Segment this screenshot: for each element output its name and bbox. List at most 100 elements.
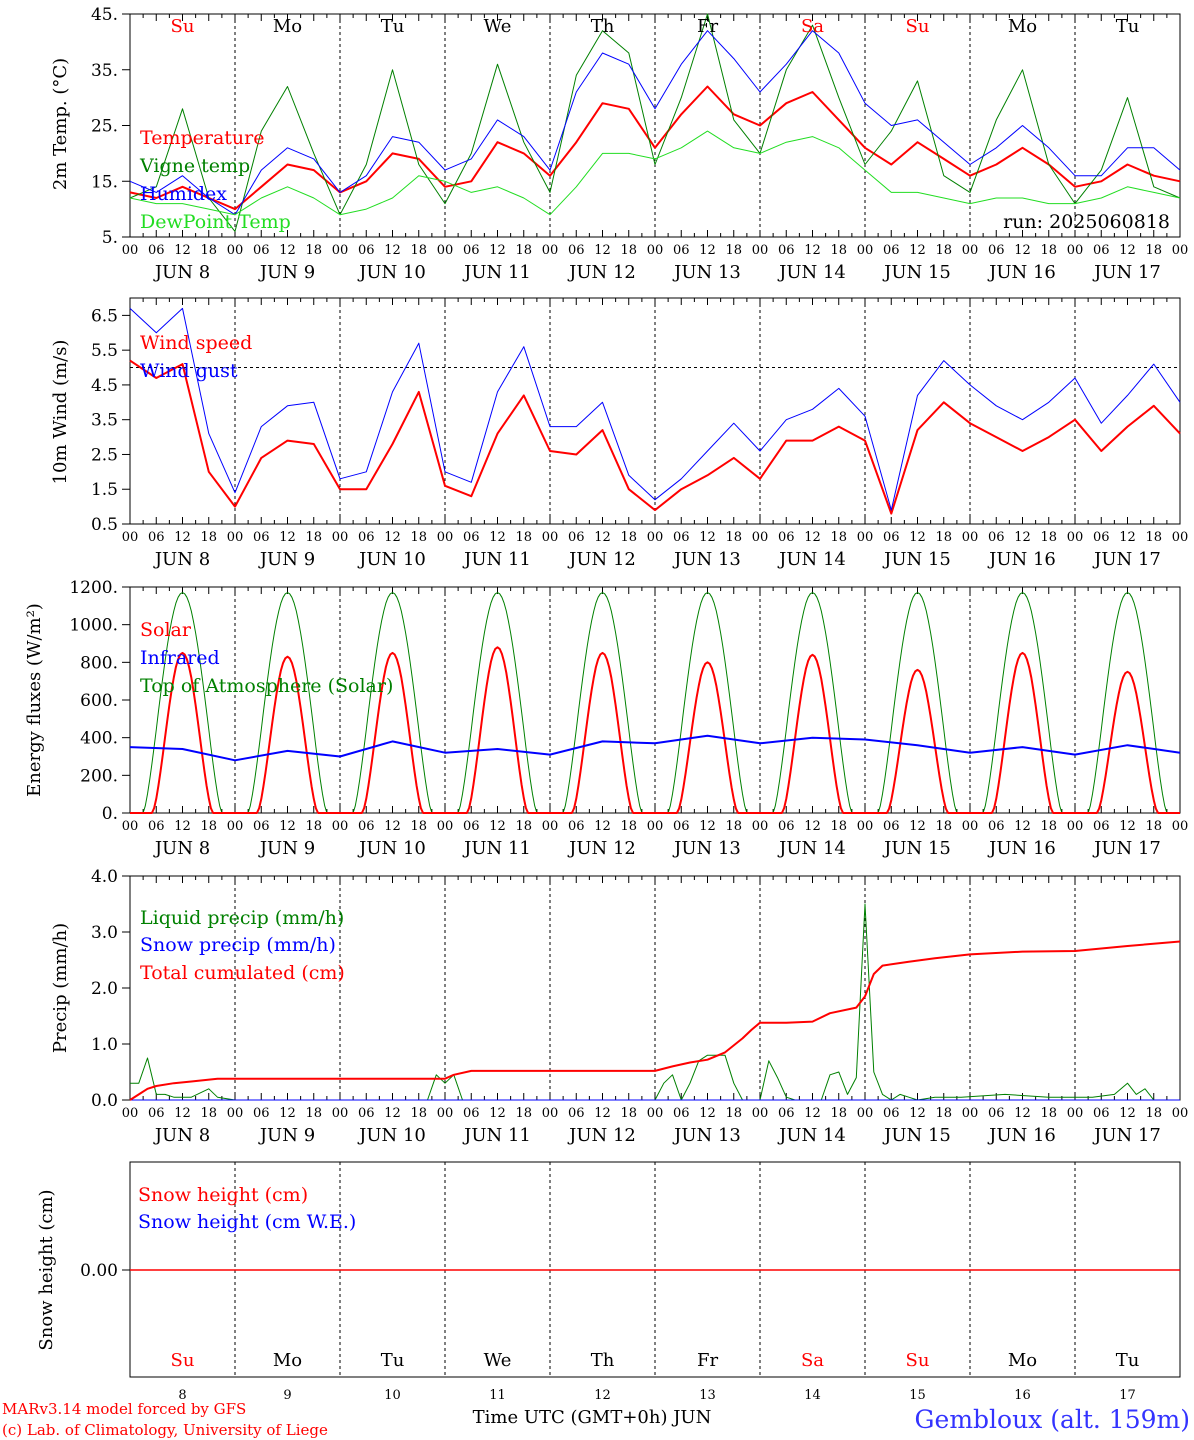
hour-tick-label: 18 <box>1040 819 1057 834</box>
hour-tick-label: 18 <box>725 243 742 258</box>
hour-tick-label: 06 <box>883 1106 900 1121</box>
day-number-label: 12 <box>594 1388 611 1403</box>
weekday-label: Fr <box>697 1350 718 1371</box>
hour-tick-label: 12 <box>489 1106 506 1121</box>
date-label: JUN 9 <box>258 262 315 283</box>
date-label: JUN 17 <box>1092 1125 1161 1146</box>
hour-tick-label: 12 <box>594 530 611 545</box>
hour-tick-label: 06 <box>778 243 795 258</box>
hour-tick-label: 00 <box>647 530 664 545</box>
hour-tick-label: 18 <box>200 819 217 834</box>
date-label: JUN 10 <box>357 549 426 570</box>
hour-tick-label: 12 <box>699 530 716 545</box>
hour-tick-label: 18 <box>935 243 952 258</box>
hour-tick-label: 06 <box>463 243 480 258</box>
hour-tick-label: 12 <box>1119 243 1136 258</box>
hour-tick-label: 12 <box>174 819 191 834</box>
hour-tick-label: 06 <box>568 243 585 258</box>
hour-tick-label: 18 <box>1145 819 1162 834</box>
hour-tick-label: 18 <box>830 819 847 834</box>
date-label: JUN 14 <box>777 838 846 859</box>
temperature-panel: 00 06 12 18 00 06 12 18 00 06 12 18 00 06 12 18 00 06 12 18… <box>91 5 1188 283</box>
hour-tick-label: 00 <box>437 243 454 258</box>
day-number-label: 9 <box>283 1388 291 1403</box>
y-tick-label: 15. <box>91 172 118 192</box>
date-label: JUN 13 <box>672 262 741 283</box>
date-label: JUN 8 <box>153 838 210 859</box>
hour-tick-label: 18 <box>410 243 427 258</box>
hour-tick-label: 18 <box>1145 243 1162 258</box>
hour-tick-label: 06 <box>673 1106 690 1121</box>
energy-axis-title: Energy fluxes (W/m²) <box>24 603 45 797</box>
legend-toa-solar: Top of Atmosphere (Solar) <box>140 675 393 697</box>
hour-tick-label: 18 <box>620 243 637 258</box>
series-line-infrared <box>129 734 1181 762</box>
y-tick-label: 2.0 <box>91 979 118 999</box>
weekday-label: Sa <box>801 16 824 37</box>
hour-tick-label: 18 <box>305 1106 322 1121</box>
date-label: JUN 16 <box>987 262 1056 283</box>
day-number-label: 17 <box>1119 1388 1136 1403</box>
legend-total-cumulated: Total cumulated (cm) <box>140 962 345 984</box>
hour-tick-label: 00 <box>542 243 559 258</box>
date-label: JUN 8 <box>153 262 210 283</box>
weekday-label: We <box>484 1350 512 1371</box>
date-label: JUN 13 <box>672 549 741 570</box>
hour-tick-label: 18 <box>725 819 742 834</box>
hour-tick-label: 00 <box>542 1106 559 1121</box>
hour-tick-label: 00 <box>332 819 349 834</box>
hour-tick-label: 12 <box>1119 819 1136 834</box>
hour-tick-label: 00 <box>857 1106 874 1121</box>
hour-tick-label: 06 <box>148 819 165 834</box>
hour-tick-label: 12 <box>384 819 401 834</box>
date-label: JUN 10 <box>357 262 426 283</box>
hour-tick-label: 00 <box>1172 819 1189 834</box>
hour-tick-label: 12 <box>1014 1106 1031 1121</box>
hour-tick-label: 12 <box>384 1106 401 1121</box>
weekday-label: Tu <box>1116 16 1140 37</box>
date-label: JUN 16 <box>987 549 1056 570</box>
legend-dewpoint-temp: DewPoint Temp <box>140 211 291 233</box>
y-tick-label: 45. <box>91 5 118 25</box>
hour-tick-label: 00 <box>122 243 139 258</box>
day-number-label: 16 <box>1014 1388 1031 1403</box>
temperature-axis-title: 2m Temp. (°C) <box>50 58 71 190</box>
hour-tick-label: 06 <box>568 530 585 545</box>
hour-tick-label: 00 <box>122 819 139 834</box>
hour-tick-label: 06 <box>988 1106 1005 1121</box>
hour-tick-label: 00 <box>227 819 244 834</box>
y-tick-label: 400. <box>80 729 118 749</box>
hour-tick-label: 06 <box>1093 530 1110 545</box>
hour-tick-label: 00 <box>1067 243 1084 258</box>
legend-snow-precip: Snow precip (mm/h) <box>140 934 336 956</box>
hour-tick-label: 00 <box>1067 1106 1084 1121</box>
hour-tick-label: 12 <box>279 530 296 545</box>
x-axis-title: Time UTC (GMT+0h) JUN <box>473 1407 712 1428</box>
hour-tick-label: 12 <box>699 243 716 258</box>
hour-tick-label: 06 <box>673 819 690 834</box>
hour-tick-label: 00 <box>752 530 769 545</box>
legend-infrared: Infrared <box>140 647 220 669</box>
wind-axis-title: 10m Wind (m/s) <box>50 340 71 485</box>
date-label: JUN 12 <box>567 838 636 859</box>
hour-tick-label: 00 <box>857 819 874 834</box>
weekday-label: We <box>484 16 512 37</box>
date-label: JUN 12 <box>567 262 636 283</box>
hour-tick-label: 12 <box>384 243 401 258</box>
hour-tick-label: 12 <box>174 243 191 258</box>
hour-tick-label: 18 <box>410 530 427 545</box>
hour-tick-label: 18 <box>305 819 322 834</box>
hour-tick-label: 00 <box>962 530 979 545</box>
date-label: JUN 12 <box>567 1125 636 1146</box>
hour-tick-label: 00 <box>227 243 244 258</box>
hour-tick-label: 12 <box>699 819 716 834</box>
y-tick-label: 4.0 <box>91 867 118 887</box>
hour-tick-label: 18 <box>830 1106 847 1121</box>
hour-tick-label: 00 <box>542 530 559 545</box>
date-label: JUN 14 <box>777 549 846 570</box>
y-tick-label: 1000. <box>69 616 118 636</box>
date-label: JUN 17 <box>1092 549 1161 570</box>
hour-tick-label: 00 <box>962 1106 979 1121</box>
hour-tick-label: 00 <box>437 819 454 834</box>
